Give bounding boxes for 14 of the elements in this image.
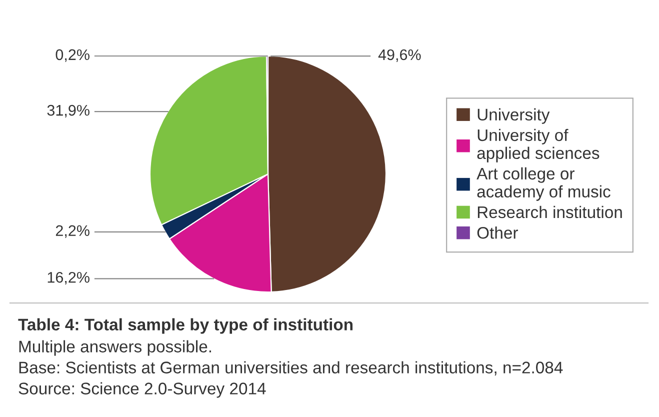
legend-label: Art college or academy of music [476, 167, 610, 201]
data-label: 31,9% [47, 104, 90, 118]
data-label: 16,2% [48, 272, 90, 285]
legend-label: Research institution [478, 206, 622, 218]
legend-label: University [478, 108, 550, 124]
data-label: 2,2% [56, 225, 90, 238]
legend-label: University of applied sciences [477, 128, 600, 162]
data-label: 0,2% [56, 49, 90, 62]
text: Multiple answers possible. [19, 340, 212, 356]
legend-label: Other [477, 226, 518, 239]
source-note: Source: Science 2.0-Survey 2014 [18, 382, 266, 398]
text: Base: Scientists at German universities and research institutions, n=2.084 [19, 361, 563, 376]
text: Table 4: Total sample by type of institution [18, 318, 353, 334]
data-label: 49,6% [378, 49, 421, 62]
